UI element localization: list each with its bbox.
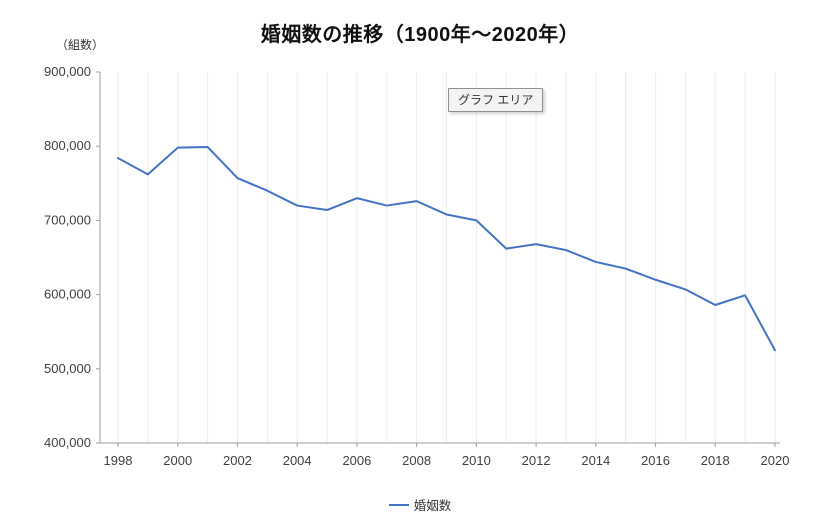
chart-area-tooltip: グラフ エリア: [448, 88, 544, 112]
legend: 婚姻数: [0, 495, 840, 514]
y-tick-label: 700,000: [44, 212, 91, 227]
y-tick-label: 600,000: [44, 287, 91, 302]
y-axis-unit-label: （組数）: [56, 38, 105, 52]
y-tick-label: 800,000: [44, 138, 91, 153]
series-line: [117, 145, 776, 352]
y-tick-label: 500,000: [44, 361, 91, 376]
x-tick-label: 1998: [104, 453, 133, 468]
x-tick-label: 2020: [761, 453, 790, 468]
x-tick-label: 2002: [223, 453, 252, 468]
x-tick-label: 2014: [581, 453, 610, 468]
x-tick-label: 2016: [641, 453, 670, 468]
x-tick-label: 2000: [163, 453, 192, 468]
chart-title: 婚姻数の推移（1900年〜2020年）: [260, 24, 580, 46]
x-tick-label: 2018: [701, 453, 730, 468]
y-tick-label: 400,000: [44, 435, 91, 450]
legend-line-swatch: [388, 503, 409, 506]
x-tick-label: 2012: [522, 453, 551, 468]
x-tick-label: 2004: [283, 453, 312, 468]
x-tick-label: 2006: [342, 453, 371, 468]
y-tick-label: 900,000: [44, 64, 91, 79]
legend-label: 婚姻数: [413, 499, 452, 513]
x-tick-label: 2010: [462, 453, 491, 468]
x-tick-label: 2008: [402, 453, 431, 468]
